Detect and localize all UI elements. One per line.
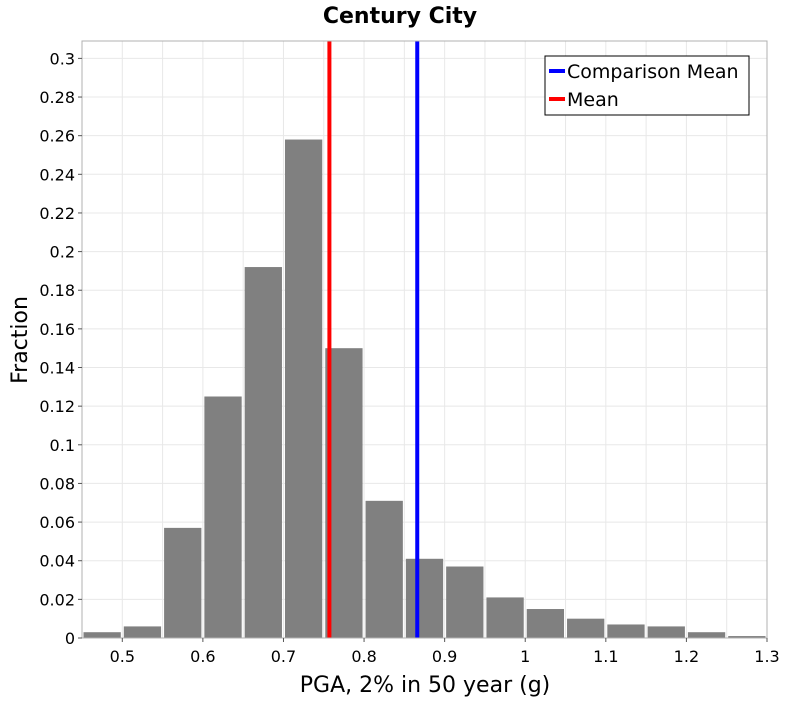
x-tick-label: 0.6 — [190, 647, 215, 666]
histogram-bar — [244, 267, 282, 638]
y-tick-label: 0.18 — [39, 281, 75, 300]
y-tick-label: 0.02 — [39, 590, 75, 609]
x-tick-label: 0.8 — [351, 647, 376, 666]
y-tick-label: 0.08 — [39, 474, 75, 493]
y-tick-label: 0.14 — [39, 359, 75, 378]
x-tick-label: 1 — [520, 647, 530, 666]
reference-lines-layer — [327, 41, 420, 638]
x-tick-label: 0.9 — [432, 647, 457, 666]
legend-box — [544, 55, 750, 116]
x-tick-label: 1.1 — [593, 647, 618, 666]
y-tick-label: 0.16 — [39, 320, 75, 339]
chart-title: Century City — [323, 4, 477, 29]
x-tick-label: 0.5 — [110, 647, 135, 666]
x-axis-label: PGA, 2% in 50 year (g) — [300, 673, 551, 698]
x-tick-label: 1.3 — [754, 647, 779, 666]
x-tick-label: 1.2 — [674, 647, 699, 666]
histogram-bar — [83, 632, 121, 638]
histogram-bar — [607, 624, 645, 638]
y-tick-label: 0.24 — [39, 165, 75, 184]
y-tick-label: 0.3 — [50, 49, 75, 68]
histogram-bar — [204, 396, 242, 638]
y-tick-label: 0.12 — [39, 397, 75, 416]
histogram-bar — [647, 626, 685, 638]
y-tick-label: 0 — [65, 629, 75, 648]
y-tick-label: 0.04 — [39, 552, 75, 571]
histogram-bar — [405, 558, 444, 638]
histogram-bar — [446, 566, 484, 638]
y-tick-label: 0.2 — [50, 243, 75, 262]
legend: Comparison Mean Mean — [544, 55, 750, 116]
x-axis-ticks: 0.5 0.6 0.7 0.8 0.9 1 1.1 1.2 1.3 — [110, 638, 780, 666]
histogram-bar — [567, 618, 605, 638]
y-tick-label: 0.22 — [39, 204, 75, 223]
y-tick-label: 0.06 — [39, 513, 75, 532]
legend-label-comparison-mean: Comparison Mean — [567, 61, 739, 83]
histogram-bar — [687, 632, 726, 638]
histogram-bar — [284, 139, 323, 638]
histogram-bar — [526, 609, 565, 638]
histogram-bar — [164, 527, 202, 638]
y-tick-label: 0.1 — [50, 436, 75, 455]
histogram-bar — [486, 597, 524, 638]
histogram-bar — [365, 500, 403, 638]
histogram-bar — [325, 348, 363, 638]
histogram-bar — [123, 626, 162, 638]
y-axis-label: Fraction — [8, 296, 33, 384]
y-tick-label: 0.28 — [39, 88, 75, 107]
plot-frame — [81, 40, 768, 639]
bars-layer — [83, 139, 766, 638]
histogram-bar — [728, 636, 766, 638]
legend-label-mean: Mean — [567, 89, 619, 111]
y-axis-ticks: 0 0.02 0.04 0.06 0.08 0.1 0.12 0.14 0.16 0.18 0.2 0… — [39, 49, 82, 648]
y-tick-label: 0.26 — [39, 127, 75, 146]
x-tick-label: 0.7 — [271, 647, 296, 666]
